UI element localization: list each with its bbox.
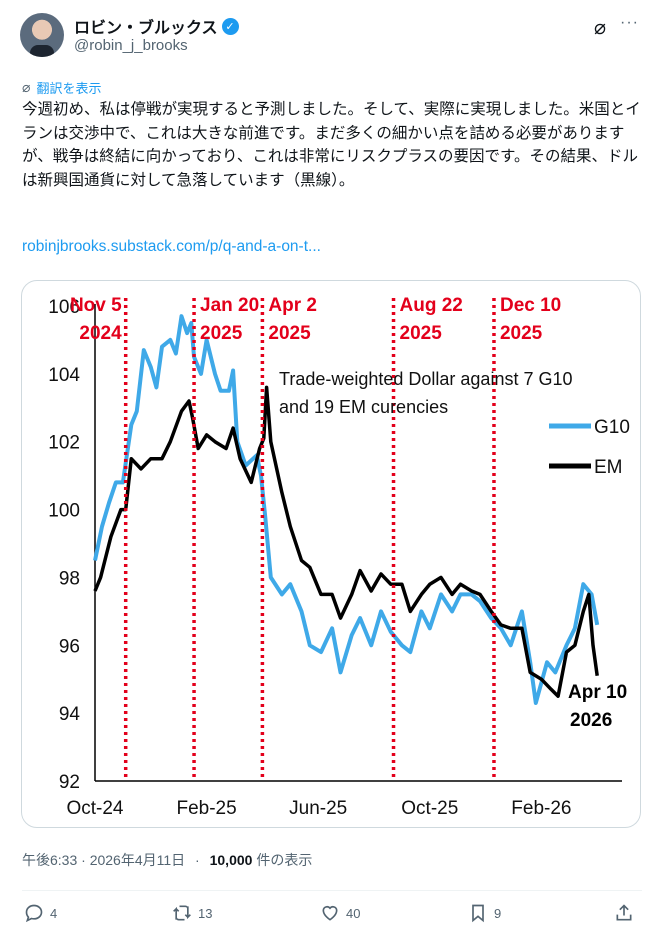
event-label: Jan 20	[200, 295, 259, 316]
event-label: Apr 2	[268, 295, 317, 316]
share-button[interactable]	[614, 903, 634, 923]
x-tick-label: Jun-25	[289, 798, 347, 819]
y-tick-label: 92	[59, 772, 80, 793]
x-tick-label: Oct-24	[66, 798, 123, 819]
view-suffix: 件の表示	[256, 852, 313, 868]
event-year-label: 2025	[400, 323, 443, 344]
event-label: Dec 10	[500, 295, 561, 316]
divider	[22, 890, 642, 891]
like-count: 40	[346, 905, 361, 921]
x-tick-label: Feb-25	[176, 798, 236, 819]
series-line-em	[93, 385, 599, 698]
y-tick-label: 106	[48, 297, 80, 318]
end-year-label: 2026	[570, 710, 612, 731]
translate-button[interactable]: ⌀ 翻訳を表示	[22, 78, 101, 97]
y-tick-label: 102	[48, 433, 80, 454]
translate-label: 翻訳を表示	[36, 81, 102, 96]
x-tick-label: Feb-26	[511, 798, 571, 819]
legend-label-g10: G10	[594, 417, 630, 438]
grok-icon[interactable]: ⌀	[594, 17, 607, 39]
event-year-label: 2025	[200, 323, 243, 344]
tweet-text: 今週初め、私は停戦が実現すると予測しました。そして、実際に実現しました。米国とイ…	[22, 101, 641, 189]
view-count: 10,000	[209, 852, 253, 868]
article-link[interactable]: robinjbrooks.substack.com/p/q-and-a-on-t…	[22, 238, 321, 255]
y-tick-label: 98	[59, 568, 80, 589]
event-year-label: 2024	[79, 323, 122, 344]
event-label: Aug 22	[400, 295, 463, 316]
event-year-label: 2025	[268, 323, 311, 344]
bookmark-button[interactable]: 9	[468, 903, 501, 923]
chart-title-line2: and 19 EM curencies	[279, 397, 448, 417]
chart: 92 94 96 98 100 102 104 106 Oct-24 Feb-25 Jun-25 Oc…	[48, 295, 630, 819]
reply-count: 4	[50, 905, 58, 921]
y-tick-label: 104	[48, 365, 80, 386]
grok-translate-icon: ⌀	[22, 79, 31, 95]
series-line-g10	[93, 314, 600, 705]
chart-title: Trade-weighted Dollar against 7 G10	[279, 369, 573, 389]
event-label: Nov 5	[70, 295, 122, 316]
event-year-label: 2025	[500, 323, 543, 344]
reply-button[interactable]: 4	[24, 903, 57, 923]
repost-count: 13	[198, 905, 213, 921]
reply-icon	[25, 904, 43, 923]
more-options-icon[interactable]: ···	[620, 14, 639, 31]
x-tick-label: Oct-25	[401, 798, 458, 819]
avatar[interactable]	[20, 13, 64, 57]
chart-image[interactable]: 92 94 96 98 100 102 104 106 Oct-24 Feb-25 Jun-25 Oc…	[21, 280, 641, 828]
bookmark-icon	[472, 904, 484, 923]
share-icon	[616, 904, 632, 921]
author-handle[interactable]: @robin_j_brooks	[74, 37, 188, 54]
author-name-row[interactable]: ロビン・ブルックス ✓	[74, 14, 239, 38]
y-tick-label: 94	[59, 704, 81, 725]
like-button[interactable]: 40	[320, 903, 360, 923]
meta-separator: ·	[195, 852, 200, 868]
timestamp[interactable]: 午後6:33 · 2026年4月11日	[22, 852, 186, 868]
y-tick-label: 96	[59, 636, 80, 657]
repost-icon	[173, 905, 191, 921]
y-tick-label: 100	[48, 501, 80, 522]
end-date-label: Apr 10	[568, 682, 627, 703]
bookmark-count: 9	[494, 905, 502, 921]
verified-badge-icon: ✓	[221, 17, 239, 35]
legend-label-em: EM	[594, 457, 623, 478]
heart-icon	[322, 905, 338, 921]
tweet-meta: 午後6:33 · 2026年4月11日 · 10,000 件の表示	[22, 850, 312, 870]
repost-button[interactable]: 13	[172, 903, 212, 923]
author-name[interactable]: ロビン・ブルックス	[74, 20, 218, 37]
